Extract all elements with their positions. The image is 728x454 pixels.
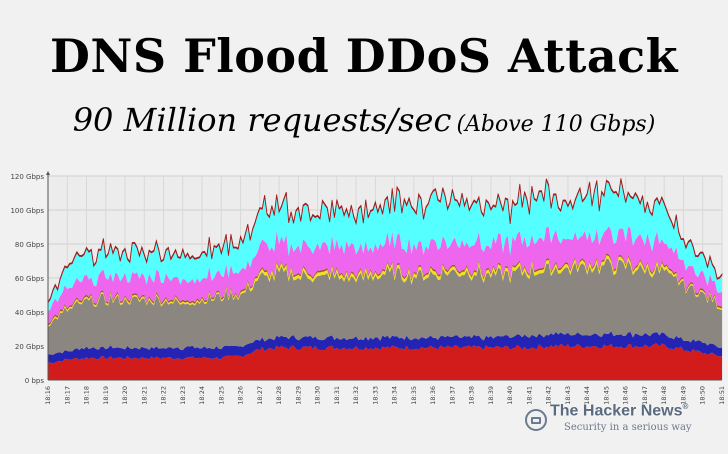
x-tick-label: 18:32 [352,386,360,405]
x-tick-label: 18:31 [333,386,341,405]
x-tick-label: 18:22 [160,386,168,405]
series-area-2 [48,331,722,364]
traffic-chart-svg: 0 bps 20 Gbps 40 Gbps 60 Gbps 80 Gbps 100 Gbp… [10,171,726,405]
subtitle-paren: (Above 110 Gbps) [456,112,656,137]
x-tick-label: 18:24 [198,386,206,405]
y-tick-label: 20 Gbps [15,343,44,351]
x-tick-label: 18:42 [545,386,553,405]
series-area-1 [48,343,722,380]
y-axis-arrow [46,171,50,175]
y-tick-label: 80 Gbps [15,241,44,249]
x-tick-label: 18:50 [699,386,707,405]
brand-name: The Hacker News® [550,402,689,420]
x-tick-label: 18:40 [506,386,514,405]
x-tick-label: 18:39 [487,386,495,405]
x-tick-label: 18:25 [217,386,225,405]
chart-axes [46,171,722,381]
x-tick-label: 18:23 [179,386,187,405]
x-tick-label: 18:44 [583,386,591,405]
y-tick-labels: 0 bps 20 Gbps 40 Gbps 60 Gbps 80 Gbps 100 Gbp… [10,173,44,385]
series-area-8 [47,178,723,305]
x-tick-label: 18:49 [679,386,687,405]
traffic-chart: 0 bps 20 Gbps 40 Gbps 60 Gbps 80 Gbps 100 Gbp… [0,168,728,450]
brand-trademark: ® [682,402,689,411]
x-tick-label: 18:47 [641,386,649,405]
y-tick-label: 0 bps [25,377,45,385]
y-tick-label: 120 Gbps [10,173,44,181]
hacker-news-logo-icon [525,409,547,431]
x-tick-label: 18:33 [371,386,379,405]
y-tick-label: 40 Gbps [15,309,44,317]
x-tick-label: 18:19 [102,386,110,405]
x-tick-label: 18:29 [294,386,302,405]
x-tick-label: 18:51 [718,386,726,405]
x-tick-label: 18:18 [83,386,91,405]
x-tick-label: 18:48 [660,386,668,405]
brand-watermark: The Hacker News® Security in a serious w… [524,400,714,440]
page-title: DNS Flood DDoS Attack [49,29,679,83]
x-tick-label: 18:16 [44,386,52,405]
x-tick-label: 18:46 [622,386,630,405]
x-tick-label: 18:28 [275,386,283,405]
page-subtitle: 90 Million requests/sec (Above 110 Gbps) [0,100,728,146]
x-tick-label: 18:27 [256,386,264,405]
x-tick-label: 18:26 [237,386,245,405]
x-tick-label: 18:20 [121,386,129,405]
x-tick-labels: 18:16 18:17 18:18 18:19 18:20 18:21 18:22 18:23… [44,386,726,405]
x-tick-label: 18:36 [429,386,437,405]
x-tick-label: 18:30 [314,386,322,405]
brand-tagline: Security in a serious way [564,422,692,433]
x-tick-label: 18:43 [564,386,572,405]
x-tick-label: 18:37 [448,386,456,405]
series-area-3 [48,258,722,355]
x-tick-label: 18:34 [391,386,399,405]
x-tick-label: 18:35 [410,386,418,405]
chart-areas [47,178,723,380]
series-area-7 [48,179,722,312]
x-tick-label: 18:41 [525,386,533,405]
x-tick-label: 18:17 [63,386,71,405]
series-area-6 [48,226,722,324]
y-tick-label: 100 Gbps [10,207,44,215]
x-tick-label: 18:21 [140,386,148,405]
y-tick-label: 60 Gbps [15,275,44,283]
x-tick-label: 18:45 [602,386,610,405]
subtitle-main: 90 Million requests/sec [72,101,452,139]
x-tick-label: 18:38 [468,386,476,405]
